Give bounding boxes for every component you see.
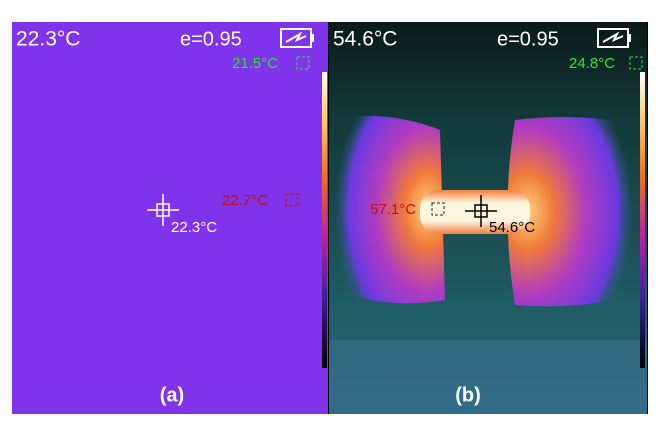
min-spot: 21.5°C — [232, 55, 278, 72]
min-marker — [629, 56, 643, 70]
reading: 54.6°C — [333, 28, 397, 51]
thermal-image-a — [12, 22, 328, 414]
min-spot: 24.8°C — [569, 55, 615, 72]
emissivity: e=0.95 — [497, 28, 559, 50]
color-scale — [322, 72, 327, 368]
caption: (a) — [160, 384, 184, 406]
max-marker — [285, 193, 299, 207]
floor-region — [329, 340, 647, 414]
reading: 22.3°C — [16, 28, 80, 51]
max-spot: 22.7°C — [222, 192, 268, 209]
battery-icon — [280, 28, 314, 48]
center-spot: 54.6°C — [489, 219, 535, 236]
emissivity: e=0.95 — [180, 28, 242, 50]
max-marker — [431, 202, 445, 216]
center-spot: 22.3°C — [171, 219, 217, 236]
crosshair — [465, 195, 497, 227]
color-scale — [640, 72, 645, 368]
hot-left — [329, 115, 445, 304]
crosshair — [147, 194, 179, 226]
hot-right — [507, 116, 640, 307]
max-spot: 57.1°C — [370, 201, 416, 218]
battery-icon — [597, 28, 631, 48]
caption: (b) — [455, 384, 481, 406]
min-marker — [296, 56, 310, 70]
image-texture — [12, 22, 328, 414]
